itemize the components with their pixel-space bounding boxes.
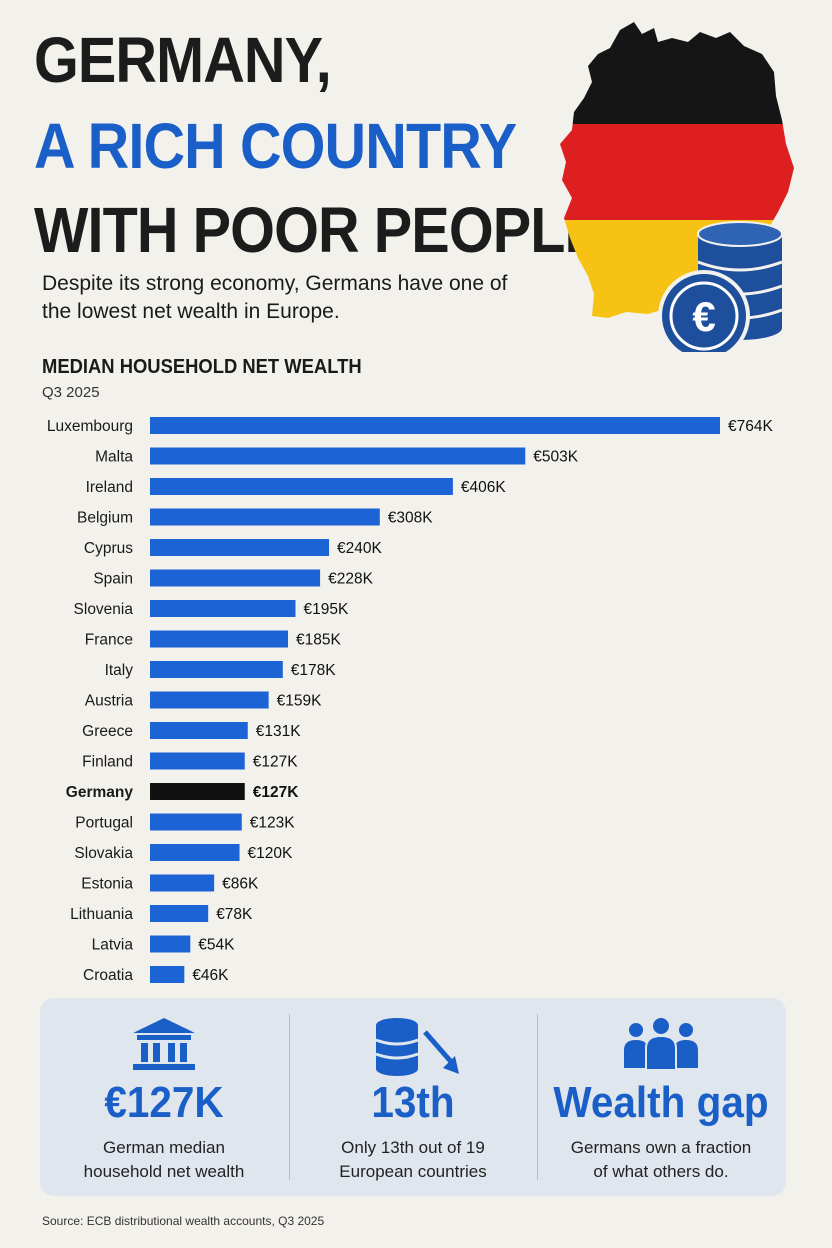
bar-highlight [150,783,245,800]
category-label: Estonia [81,876,133,893]
category-label: Lithuania [70,906,133,923]
stat-desc-line: European countries [339,1162,487,1181]
value-label: €131K [256,723,301,740]
category-label: Cyprus [84,540,133,557]
database-down-icon [375,1018,459,1076]
bar [150,813,242,831]
chart-title: MEDIAN HOUSEHOLD NET WEALTH [42,356,362,378]
stats-panel: €127K German median household net wealth… [40,998,786,1196]
bar [150,722,248,739]
category-label: Croatia [83,967,133,984]
category-label: France [85,632,133,649]
bar-chart: Luxembourg €764K Malta €503K Ireland €406K Bel… [47,417,773,984]
bar [150,508,380,526]
value-label: €308K [388,510,433,527]
stat-wealth-gap: Wealth gap Germans own a fraction of wha… [537,998,785,1196]
euro-coin-icon: € [658,221,783,352]
bar [150,539,330,556]
subtitle: Despite its strong economy, Germans have… [42,272,508,323]
stat-value: €127K [104,1078,224,1127]
bar [150,691,269,709]
svg-text:€: € [692,293,715,340]
value-label: €240K [337,540,382,557]
people-icon [624,1016,698,1071]
bar [150,966,185,983]
value-label: €195K [303,601,348,618]
bar [150,935,191,953]
value-label: €46K [192,967,229,984]
source-note: Source: ECB distributional wealth accoun… [42,1214,325,1228]
stat-desc-line: household net wealth [83,1162,245,1181]
category-label: Luxembourg [47,418,133,435]
category-label: Germany [66,784,134,801]
value-label: €503K [533,449,578,466]
germany-map-icon: € [560,22,794,352]
flag-red-band [560,124,794,220]
value-label: €228K [328,571,373,588]
title-line-2: A RICH COUNTRY [34,110,517,182]
value-label: €127K [253,754,298,771]
value-label: €406K [461,479,506,496]
value-label: €86K [222,876,259,893]
bar [150,569,321,587]
category-label: Ireland [86,479,133,496]
bar [150,600,296,617]
stat-ranking: 13th Only 13th out of 19 European countr… [289,998,537,1196]
value-label: €54K [198,937,235,954]
stat-desc-line: German median [103,1138,225,1157]
value-label: €159K [277,693,322,710]
stat-value: Wealth gap [553,1078,769,1127]
chart-period: Q3 2025 [42,384,100,401]
bar [150,478,453,495]
stat-desc-line: Only 13th out of 19 [341,1138,485,1157]
title-line-1: GERMANY, [34,24,332,96]
stat-value: 13th [371,1078,455,1127]
value-label: €123K [250,815,295,832]
value-label: €178K [291,662,336,679]
category-label: Italy [105,662,134,679]
value-label: €127K [253,784,299,801]
stat-desc-line: Germans own a fraction [570,1138,752,1157]
value-label: €185K [296,632,341,649]
value-label: €764K [728,418,773,435]
value-label: €120K [248,845,293,862]
value-label: €78K [216,906,253,923]
category-label: Slovakia [74,845,133,862]
bar [150,874,215,892]
category-label: Finland [82,754,133,771]
divider [537,1014,538,1180]
bar [150,752,245,770]
bar [150,905,209,922]
category-label: Greece [82,723,133,740]
title-line-3: WITH POOR PEOPLE [34,194,603,266]
bar [150,844,240,861]
category-label: Latvia [92,937,134,954]
category-label: Portugal [75,815,133,832]
category-label: Austria [85,693,134,710]
divider [289,1014,290,1180]
bar [150,447,526,465]
category-label: Belgium [77,510,133,527]
flag-black-band [560,22,794,124]
category-label: Malta [95,449,133,466]
category-label: Spain [93,571,133,588]
bank-icon [133,1018,195,1070]
category-label: Slovenia [74,601,134,618]
bar [150,630,289,648]
stat-description: Germans own a fraction of what others do… [545,1136,777,1184]
bar [150,661,283,678]
stat-median-wealth: €127K German median household net wealth [40,998,288,1196]
stat-description: German median household net wealth [48,1136,280,1184]
stat-description: Only 13th out of 19 European countries [297,1136,529,1184]
stat-desc-line: of what others do. [593,1162,729,1181]
bar [150,417,720,434]
